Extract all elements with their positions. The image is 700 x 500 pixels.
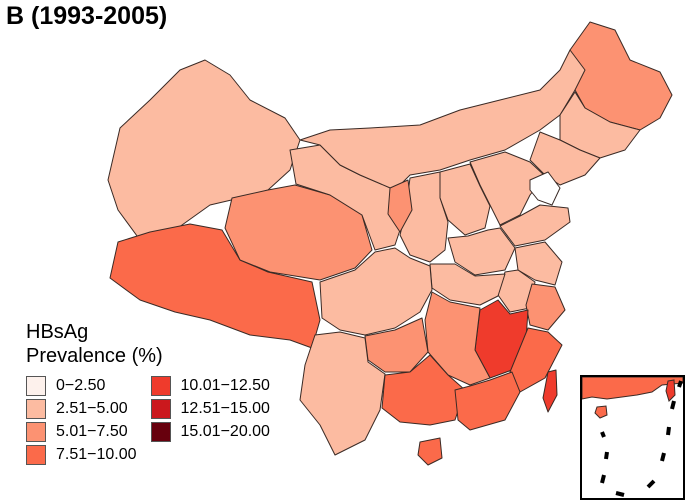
legend-item: 12.51−15.00 xyxy=(150,399,270,419)
legend-label: 0−2.50 xyxy=(56,377,106,394)
region-qinghai[interactable] xyxy=(224,184,373,281)
region-fujian[interactable] xyxy=(509,327,563,393)
legend-swatch xyxy=(150,376,171,396)
inset-map xyxy=(582,377,683,497)
legend: HBsAg Prevalence (%) 0−2.50 2.51−5.00 5.… xyxy=(26,320,270,465)
region-sichuan[interactable] xyxy=(319,247,433,336)
legend-column-2: 10.01−12.50 12.51−15.00 15.01−20.00 xyxy=(150,376,270,465)
legend-swatch xyxy=(26,399,46,419)
region-jilin[interactable] xyxy=(559,91,641,159)
legend-item: 5.01−7.50 xyxy=(26,422,137,442)
legend-item: 0−2.50 xyxy=(26,376,137,396)
legend-columns: 0−2.50 2.51−5.00 5.01−7.50 7.51−10.00 10… xyxy=(26,376,270,465)
legend-label: 7.51−10.00 xyxy=(56,446,137,463)
legend-title-line1: HBsAg xyxy=(26,321,89,343)
legend-title-line2: Prevalence (%) xyxy=(26,345,163,367)
region-heilongjiang[interactable] xyxy=(569,21,673,131)
legend-swatch xyxy=(150,422,171,442)
legend-item: 10.01−12.50 xyxy=(150,376,270,396)
legend-label: 2.51−5.00 xyxy=(56,400,128,417)
region-yunnan[interactable] xyxy=(299,331,386,456)
legend-title: HBsAg Prevalence (%) xyxy=(26,320,270,368)
region-xinjiang[interactable] xyxy=(107,59,301,241)
legend-swatch xyxy=(26,445,46,465)
legend-label: 12.51−15.00 xyxy=(180,400,270,417)
region-ningxia[interactable] xyxy=(387,179,413,233)
region-tibet[interactable] xyxy=(109,223,321,349)
inset-mainland-coast xyxy=(582,377,683,400)
panel-title: B (1993-2005) xyxy=(6,2,168,30)
region-zhejiang[interactable] xyxy=(525,283,566,331)
legend-item: 15.01−20.00 xyxy=(150,422,270,442)
region-guizhou[interactable] xyxy=(364,317,429,373)
legend-label: 5.01−7.50 xyxy=(56,423,128,440)
legend-swatch xyxy=(26,422,46,442)
south-china-sea-inset xyxy=(580,375,685,500)
region-shandong[interactable] xyxy=(499,204,571,247)
bohai-sea xyxy=(529,171,561,206)
inset-taiwan xyxy=(665,379,676,402)
region-hubei[interactable] xyxy=(429,263,506,306)
legend-item: 2.51−5.00 xyxy=(26,399,137,419)
region-taiwan[interactable] xyxy=(542,369,558,413)
region-hainan[interactable] xyxy=(417,437,443,466)
legend-swatch xyxy=(150,399,171,419)
region-hunan[interactable] xyxy=(424,291,491,386)
legend-column-1: 0−2.50 2.51−5.00 5.01−7.50 7.51−10.00 xyxy=(26,376,137,465)
nine-dash-line xyxy=(600,380,683,497)
legend-item: 7.51−10.00 xyxy=(26,445,137,465)
legend-swatch xyxy=(26,376,46,396)
region-guangdong[interactable] xyxy=(454,371,521,431)
legend-label: 10.01−12.50 xyxy=(180,377,270,394)
legend-label: 15.01−20.00 xyxy=(180,423,270,440)
inset-hainan xyxy=(594,405,608,419)
